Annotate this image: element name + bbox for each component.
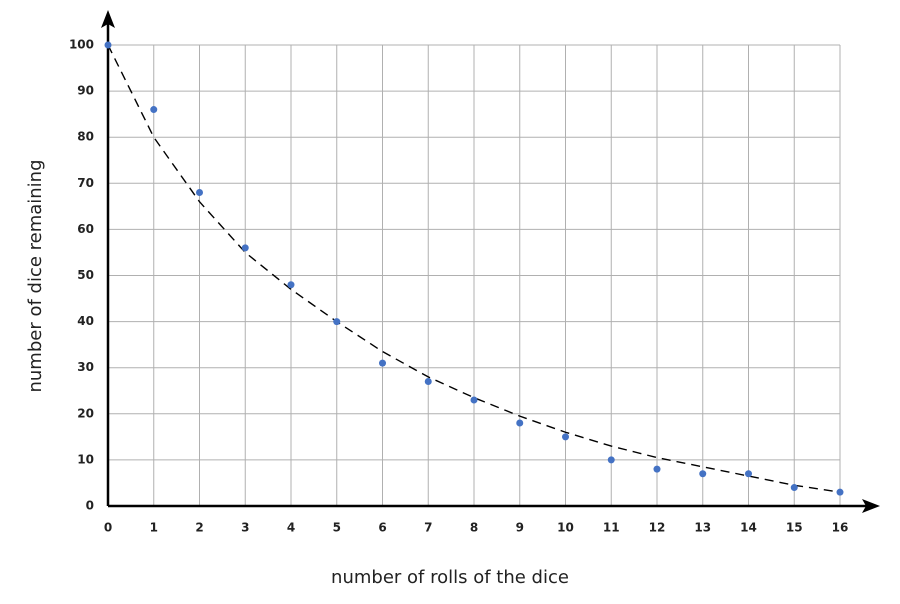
x-tick-label: 10 <box>557 521 574 535</box>
x-tick-label: 2 <box>195 521 203 535</box>
data-point <box>836 488 844 496</box>
x-tick-label: 13 <box>694 521 711 535</box>
y-tick-label: 100 <box>69 38 94 52</box>
data-point <box>333 318 341 326</box>
x-tick-label: 15 <box>786 521 803 535</box>
x-tick-label: 8 <box>470 521 478 535</box>
data-point <box>745 470 752 478</box>
x-tick-label: 1 <box>150 521 158 535</box>
x-tick-label: 14 <box>740 521 757 535</box>
y-axis-label: number of dice remaining <box>25 159 46 392</box>
y-tick-label: 30 <box>77 360 94 374</box>
y-tick-label: 40 <box>77 314 94 328</box>
x-tick-label: 5 <box>333 521 341 535</box>
x-tick-label: 0 <box>104 521 112 535</box>
x-tick-label: 9 <box>516 521 524 535</box>
y-axis-arrow <box>101 10 115 28</box>
data-point <box>562 433 569 441</box>
data-point <box>653 465 661 473</box>
x-tick-label: 16 <box>832 521 849 535</box>
x-tick-label: 7 <box>424 521 432 535</box>
y-tick-label: 20 <box>77 406 94 420</box>
data-point <box>287 281 295 289</box>
y-tick-label: 60 <box>77 222 94 236</box>
data-point <box>470 396 478 404</box>
x-tick-label: 4 <box>287 521 295 535</box>
y-tick-label: 90 <box>77 84 94 98</box>
trend-line <box>107 44 841 493</box>
y-tick-label: 70 <box>77 176 94 190</box>
data-point <box>104 41 112 49</box>
data-point <box>424 378 432 386</box>
data-point <box>196 189 203 197</box>
y-tick-label: 50 <box>77 268 94 282</box>
data-point <box>699 470 707 478</box>
data-point <box>150 106 158 114</box>
data-point <box>607 456 615 464</box>
x-axis-arrow <box>862 499 880 513</box>
data-point <box>379 359 386 367</box>
x-axis-label: number of rolls of the dice <box>331 567 569 588</box>
data-point <box>516 419 524 427</box>
x-tick-label: 11 <box>603 521 620 535</box>
x-tick-label: 6 <box>378 521 386 535</box>
x-tick-label: 12 <box>649 521 666 535</box>
data-point <box>241 244 249 252</box>
y-tick-label: 0 <box>86 499 94 513</box>
y-tick-label: 80 <box>77 130 94 144</box>
y-tick-label: 10 <box>77 452 94 466</box>
data-point <box>790 484 798 492</box>
x-tick-label: 3 <box>241 521 249 535</box>
